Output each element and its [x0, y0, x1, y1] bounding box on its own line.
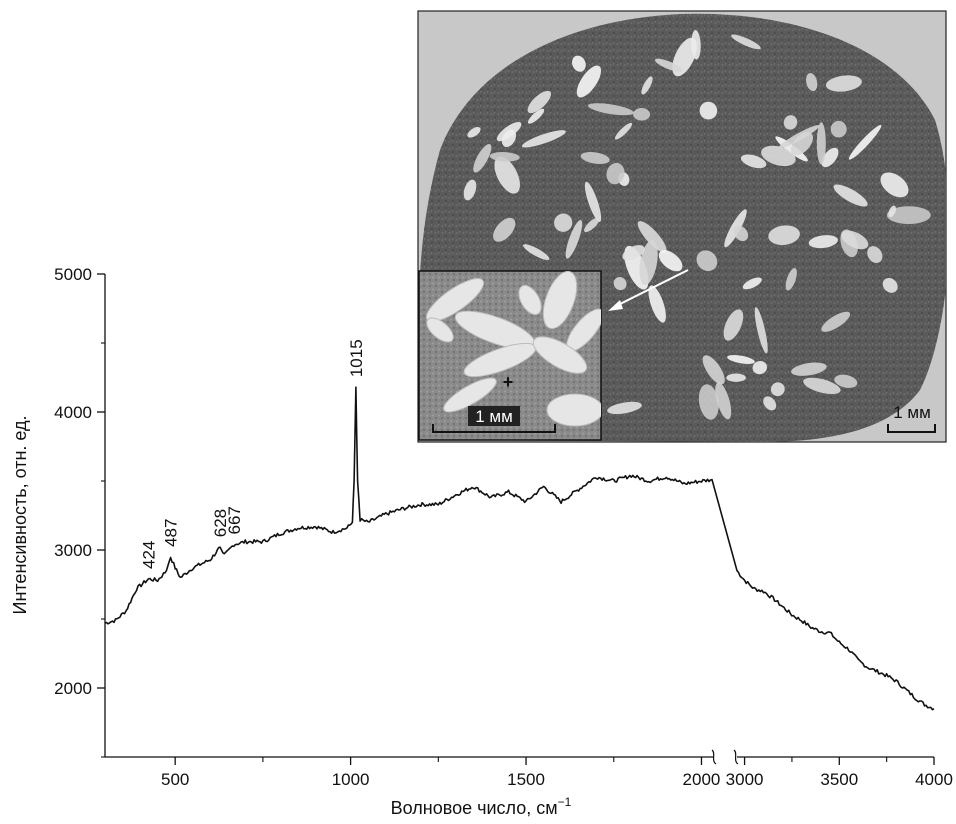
x-tick-label: 500: [161, 770, 189, 789]
photo-scale-bar: 1 мм: [887, 403, 936, 433]
photo-scale-label: 1 мм: [893, 403, 931, 422]
y-tick-label: 5000: [54, 265, 92, 284]
white-fragments: [463, 30, 931, 420]
peak-label: 628: [211, 509, 230, 537]
peak-label: 487: [162, 519, 181, 547]
y-tick-label: 3000: [54, 541, 92, 560]
x-tick-label: 3500: [820, 770, 858, 789]
inset-scale-label: 1 мм: [475, 407, 513, 426]
peak-label: 1015: [347, 339, 366, 377]
peak-label: 424: [140, 541, 159, 569]
axis-break-right: [733, 749, 739, 765]
zoom-inset: + 1 мм: [418, 270, 602, 441]
peak-label: 667: [225, 506, 244, 534]
x-tick-label: 1000: [332, 770, 370, 789]
spectrum-line: [104, 386, 935, 711]
x-tick-label: 1500: [507, 770, 545, 789]
x-tick-label: 2000: [683, 770, 721, 789]
x-tick-label: 4000: [915, 770, 953, 789]
y-tick-label: 4000: [54, 403, 92, 422]
x-axis-title: Волновое число, см−1: [391, 795, 572, 818]
chart-axes: [104, 274, 934, 765]
x-tick-label: 3000: [726, 770, 764, 789]
zoom-arrow: [608, 269, 689, 311]
sample-photo: + 1 мм 1 мм: [417, 10, 947, 443]
y-axis-title: Интенсивность, отн. ед.: [10, 416, 30, 615]
axis-break-left: [711, 749, 717, 765]
y-tick-label: 2000: [54, 679, 92, 698]
analysis-point-marker: +: [503, 372, 514, 392]
